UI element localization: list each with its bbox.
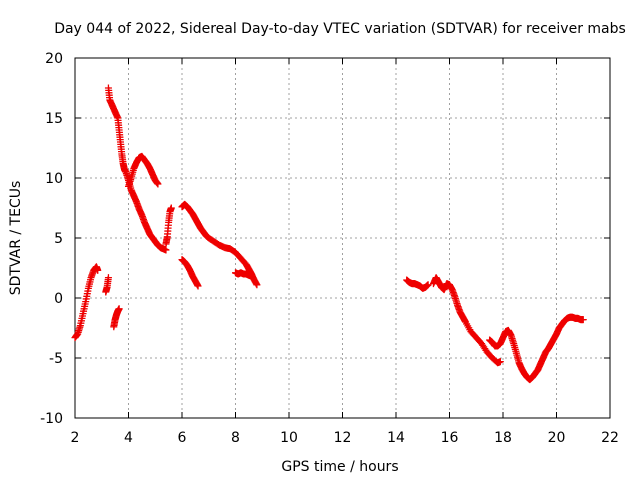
x-tick-label: 6	[178, 430, 187, 446]
x-tick-label: 12	[334, 430, 352, 446]
x-tick-label: 16	[441, 430, 459, 446]
x-tick-label: 18	[494, 430, 512, 446]
series-arc-g	[178, 200, 261, 289]
x-tick-label: 4	[124, 430, 133, 446]
data-point	[253, 281, 261, 289]
y-axis-label: SDTVAR / TECUs	[8, 181, 24, 296]
y-tick-label: 15	[45, 111, 63, 127]
x-tick-label: 2	[71, 430, 80, 446]
data-point	[104, 274, 112, 282]
data-point	[162, 246, 170, 254]
y-tick-label: 5	[54, 231, 63, 247]
data-point	[154, 180, 162, 188]
data-point	[167, 204, 175, 212]
series-arc-c	[110, 305, 123, 331]
ticks: 2 4 6 8 10 12 14 16 18 20 22 -10 -5 0 5 10 15 20	[40, 51, 619, 446]
series-arc-h	[178, 256, 202, 290]
series-arc-f	[162, 204, 175, 248]
x-tick-label: 22	[601, 430, 619, 446]
data-point	[94, 266, 102, 274]
y-tick-label: 0	[54, 291, 63, 307]
series-arc-j	[403, 276, 432, 292]
data-point	[496, 358, 504, 366]
chart-title: Day 044 of 2022, Sidereal Day-to-day VTE…	[54, 21, 626, 37]
series-arc-a	[71, 263, 102, 342]
series-arc-k	[429, 274, 504, 367]
y-tick-label: -10	[40, 411, 63, 427]
series-arc-i	[232, 269, 256, 280]
y-tick-label: 10	[45, 171, 63, 187]
x-tick-label: 14	[387, 430, 405, 446]
data-point	[424, 281, 432, 289]
series-arc-b	[102, 274, 112, 296]
x-axis-label: GPS time / hours	[281, 459, 398, 475]
x-tick-label: 8	[231, 430, 240, 446]
data-point	[579, 316, 587, 324]
data-point	[115, 305, 123, 313]
series-arc-l	[486, 313, 587, 384]
data-point	[248, 272, 256, 280]
grid	[75, 58, 610, 418]
series-arc-e	[125, 152, 162, 190]
x-tick-label: 10	[280, 430, 298, 446]
data-points	[71, 84, 587, 384]
y-tick-label: 20	[45, 51, 63, 67]
y-tick-label: -5	[49, 351, 63, 367]
x-tick-label: 20	[548, 430, 566, 446]
data-point	[194, 282, 202, 290]
